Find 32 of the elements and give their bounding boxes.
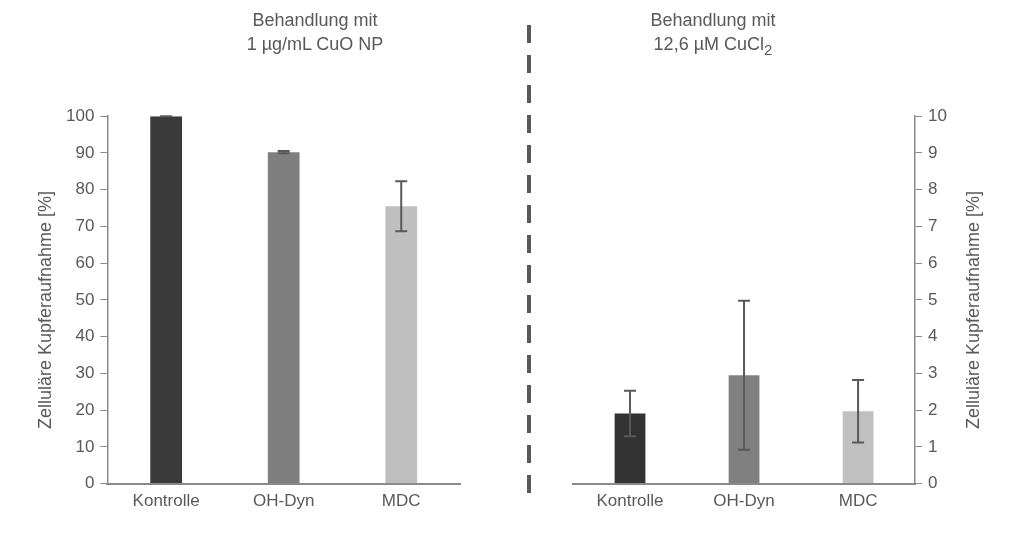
y2-tick-label: 1 <box>928 436 938 456</box>
x-tick-label: OH-Dyn <box>713 491 775 511</box>
y2-tick-label: 10 <box>928 105 948 125</box>
y2-tick-label: 0 <box>928 473 938 493</box>
y-tick-label: 10 <box>75 436 95 456</box>
y-tick-label: 100 <box>65 105 95 125</box>
y-tick-label: 50 <box>75 289 95 309</box>
y-tick-label: 0 <box>84 473 95 493</box>
x-tick-label: Kontrolle <box>596 491 664 511</box>
x-tick-label: MDC <box>381 491 421 511</box>
y2-tick-label: 2 <box>928 399 938 419</box>
y2-tick-label: 8 <box>928 179 938 199</box>
y-tick-label: 90 <box>75 142 95 162</box>
x-tick-label: OH-Dyn <box>252 491 315 511</box>
y2-tick-label: 3 <box>928 363 938 383</box>
y2-tick-label: 7 <box>928 216 938 236</box>
y-axis-title: Zelluläre Kupferaufnahme [%] <box>34 190 56 430</box>
x-tick-label: MDC <box>838 491 878 511</box>
x-tick-label: Kontrolle <box>132 491 200 511</box>
y-tick-label: 30 <box>75 363 95 383</box>
y-tick-label: 20 <box>75 399 95 419</box>
y-tick-label: 80 <box>75 179 95 199</box>
y2-tick-label: 4 <box>928 326 938 346</box>
y2-tick-label: 5 <box>928 289 938 309</box>
y2-tick-label: 9 <box>928 142 938 162</box>
y-tick-label: 60 <box>75 252 95 272</box>
chart-title: Behandlung mit 12,6 µM CuCl$_{2}$ <box>649 9 777 60</box>
y-tick-label: 70 <box>75 216 95 236</box>
chart-title: Behandlung mit 1 µg/mL CuO NP <box>245 9 385 56</box>
y2-tick-label: 6 <box>928 252 938 272</box>
y-tick-label: 40 <box>75 326 95 346</box>
y2-axis-title: Zelluläre Kupferaufnahme [%] <box>962 190 984 430</box>
